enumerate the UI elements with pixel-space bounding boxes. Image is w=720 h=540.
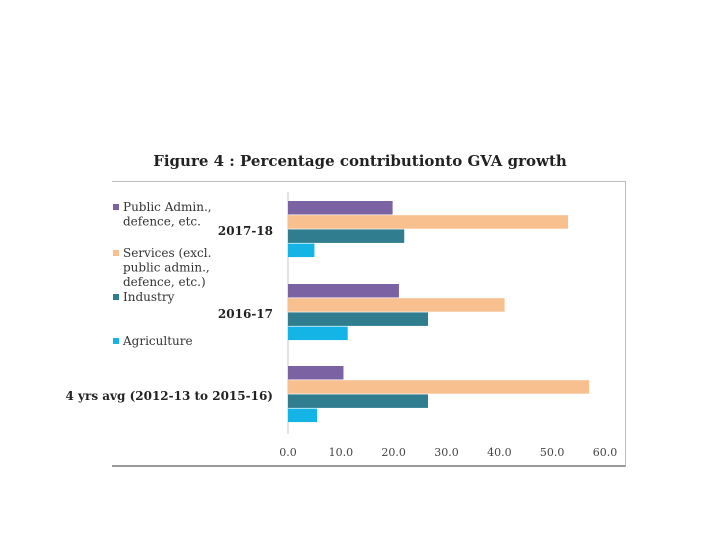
legend-label-4-1: Agriculture [122, 334, 193, 348]
bar-3-3 [288, 394, 429, 408]
x-tick-label-3: 20.0 [381, 446, 406, 459]
x-tick-label-1: 0.0 [279, 446, 297, 459]
bar-3-2 [288, 380, 590, 394]
bar-1-1 [288, 201, 393, 215]
category-label-2: 2016-17 [218, 307, 273, 321]
bar-1-2 [288, 215, 569, 229]
chart-frame [112, 181, 626, 467]
x-tick-label-5: 40.0 [487, 446, 512, 459]
legend-label-2-3: defence, etc.) [123, 275, 206, 289]
legend-label-2-2: public admin., [123, 261, 210, 275]
bar-2-1 [288, 284, 399, 298]
legend-label-1-1: Public Admin., [123, 200, 212, 214]
bar-2-3 [288, 312, 429, 326]
legend-label-3-1: Industry [123, 290, 175, 304]
legend-swatch-2 [113, 250, 119, 256]
bar-2-2 [288, 298, 505, 312]
x-tick-label-4: 30.0 [434, 446, 459, 459]
legend-swatch-4 [113, 338, 119, 344]
legend-label-1-2: defence, etc. [123, 215, 201, 229]
bar-2-4 [288, 326, 348, 341]
bar-1-4 [288, 243, 315, 258]
x-tick-label-7: 60.0 [593, 446, 618, 459]
x-tick-label-6: 50.0 [540, 446, 565, 459]
category-label-3: 4 yrs avg (2012-13 to 2015-16) [66, 389, 274, 403]
legend-swatch-1 [113, 204, 119, 210]
category-label-1: 2017-18 [218, 224, 273, 238]
legend-label-2-1: Services (excl. [123, 246, 211, 260]
x-tick-label-2: 10.0 [329, 446, 354, 459]
chart-title: Figure 4 : Percentage contributionto GVA… [153, 152, 567, 170]
legend-swatch-3 [113, 294, 119, 300]
bar-1-3 [288, 229, 405, 243]
bar-3-1 [288, 366, 344, 380]
bar-3-4 [288, 408, 318, 423]
